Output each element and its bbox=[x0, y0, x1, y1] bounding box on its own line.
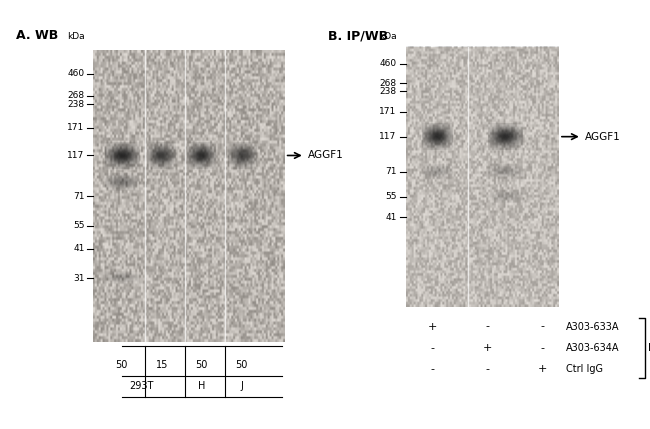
Text: 293T: 293T bbox=[129, 381, 154, 391]
Text: 41: 41 bbox=[385, 213, 396, 222]
Text: A. WB: A. WB bbox=[16, 29, 58, 42]
Text: -: - bbox=[430, 364, 434, 374]
Text: A303-634A: A303-634A bbox=[566, 343, 619, 353]
Text: AGGF1: AGGF1 bbox=[307, 151, 343, 160]
Text: -: - bbox=[486, 321, 489, 332]
Bar bbox=[93, 50, 285, 342]
Text: 171: 171 bbox=[67, 123, 85, 132]
Text: 268: 268 bbox=[68, 91, 84, 100]
Text: 238: 238 bbox=[380, 87, 396, 96]
Text: A303-633A: A303-633A bbox=[566, 321, 619, 332]
Text: 71: 71 bbox=[385, 167, 396, 176]
Text: -: - bbox=[541, 321, 545, 332]
Text: 460: 460 bbox=[380, 59, 396, 68]
Text: 238: 238 bbox=[68, 100, 84, 109]
Text: +: + bbox=[428, 321, 437, 332]
Bar bbox=[406, 47, 559, 307]
Text: 50: 50 bbox=[196, 360, 208, 370]
Text: -: - bbox=[486, 364, 489, 374]
Text: B. IP/WB: B. IP/WB bbox=[328, 29, 389, 42]
Text: 50: 50 bbox=[235, 360, 248, 370]
Text: 55: 55 bbox=[385, 192, 396, 201]
Text: 268: 268 bbox=[380, 79, 396, 88]
Text: 117: 117 bbox=[379, 132, 396, 141]
Text: Ctrl IgG: Ctrl IgG bbox=[566, 364, 603, 374]
Text: kDa: kDa bbox=[67, 32, 85, 41]
Text: 15: 15 bbox=[155, 360, 168, 370]
Text: 31: 31 bbox=[73, 274, 84, 283]
Text: -: - bbox=[541, 343, 545, 353]
Text: +: + bbox=[538, 364, 547, 374]
Text: -: - bbox=[430, 343, 434, 353]
Text: 171: 171 bbox=[379, 107, 396, 116]
Text: kDa: kDa bbox=[379, 32, 396, 41]
Text: J: J bbox=[240, 381, 243, 391]
Text: +: + bbox=[483, 343, 492, 353]
Text: 55: 55 bbox=[73, 221, 84, 230]
Text: 50: 50 bbox=[116, 360, 128, 370]
Text: H: H bbox=[198, 381, 205, 391]
Text: 41: 41 bbox=[73, 245, 84, 254]
Text: 71: 71 bbox=[73, 192, 84, 201]
Text: 460: 460 bbox=[68, 69, 84, 78]
Text: AGGF1: AGGF1 bbox=[585, 132, 621, 142]
Text: 117: 117 bbox=[67, 151, 85, 160]
Text: IP: IP bbox=[649, 343, 650, 353]
